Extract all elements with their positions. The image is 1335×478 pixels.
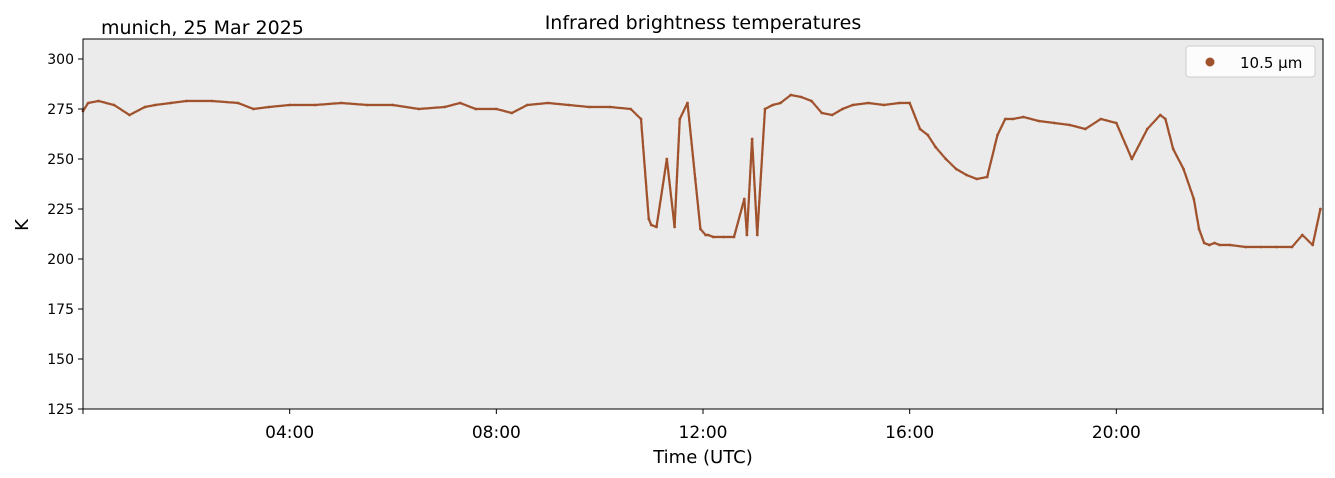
data-point bbox=[1319, 207, 1322, 211]
legend-label: 10.5 µm bbox=[1240, 54, 1302, 72]
x-tick-label: 20:00 bbox=[1092, 423, 1141, 443]
y-tick-label: 125 bbox=[47, 402, 74, 418]
legend: 10.5 µm bbox=[1185, 45, 1316, 78]
x-tick-label: 16:00 bbox=[885, 423, 934, 443]
x-tick-label: 12:00 bbox=[679, 423, 728, 443]
location-date-label: munich, 25 Mar 2025 bbox=[101, 17, 304, 39]
series-points bbox=[81, 93, 1322, 249]
y-tick-label: 175 bbox=[47, 302, 74, 318]
x-axis: 04:00 08:00 12:00 16:00 20:00 bbox=[82, 409, 1324, 443]
legend-marker bbox=[1205, 57, 1215, 67]
plot-area bbox=[83, 39, 1323, 409]
y-tick-label: 250 bbox=[47, 152, 74, 168]
x-tick-label: 08:00 bbox=[472, 423, 521, 443]
chart-title: Infrared brightness temperatures bbox=[545, 12, 862, 34]
y-axis-title: K bbox=[12, 218, 33, 231]
y-tick-label: 275 bbox=[47, 102, 74, 118]
x-tick-label: 04:00 bbox=[265, 423, 314, 443]
y-tick-label: 225 bbox=[47, 202, 74, 218]
x-axis-title: Time (UTC) bbox=[652, 447, 753, 468]
y-tick-label: 150 bbox=[47, 352, 74, 368]
legend-box bbox=[1185, 45, 1316, 78]
y-tick-label: 300 bbox=[47, 52, 74, 68]
y-tick-label: 200 bbox=[47, 252, 74, 268]
y-axis: 125 150 175 200 225 250 275 300 bbox=[47, 52, 83, 418]
